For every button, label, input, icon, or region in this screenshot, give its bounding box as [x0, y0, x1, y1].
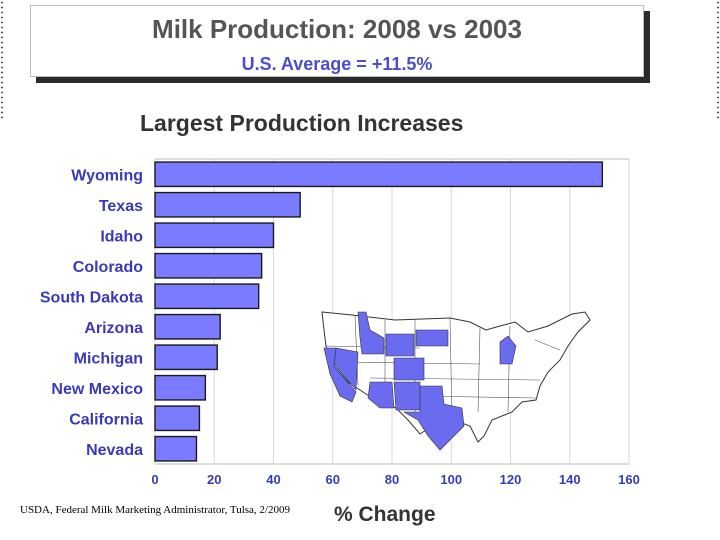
x-tick-labels: 0 20 40 60 80 100 120 140 160: [151, 472, 639, 487]
category-label: South Dakota: [40, 289, 143, 306]
bar-michigan: [154, 344, 218, 371]
map-state-arizona: [367, 381, 395, 409]
category-label: Wyoming: [71, 167, 143, 184]
bar-arizona: [154, 313, 221, 340]
bar-california: [154, 405, 201, 432]
map-state-new-mexico: [393, 381, 421, 411]
bar-south-dakota: [154, 283, 260, 310]
title-box: Milk Production: 2008 vs 2003 U.S. Avera…: [30, 5, 644, 77]
category-labels: Wyoming Texas Idaho Colorado South Dakota Ari…: [40, 167, 143, 459]
category-label: Colorado: [73, 259, 143, 276]
category-label: Nevada: [86, 442, 143, 459]
category-label: Texas: [99, 198, 143, 215]
slide-subtitle: U.S. Average = +11.5%: [241, 54, 433, 74]
bar-texas: [154, 191, 301, 218]
slide-title: Milk Production: 2008 vs 2003: [152, 14, 522, 44]
map-state-california: [323, 347, 357, 403]
x-tick-label: 80: [385, 472, 399, 487]
source-note: USDA, Federal Milk Marketing Administrat…: [20, 504, 290, 516]
slide-edge-right: [716, 0, 720, 120]
us-map-inset: [321, 311, 591, 451]
map-state-idaho: [357, 311, 385, 355]
bar-new-mexico: [154, 374, 207, 401]
x-tick-label: 160: [618, 472, 640, 487]
map-state-colorado: [393, 357, 425, 381]
category-label: Idaho: [100, 228, 143, 245]
bars-layer: [154, 161, 604, 462]
bar-chart: Wyoming Texas Idaho Colorado South Dakota Ari…: [40, 158, 640, 487]
x-tick-label: 120: [500, 472, 522, 487]
x-tick-label: 0: [151, 472, 158, 487]
x-tick-label: 60: [326, 472, 340, 487]
category-label: California: [69, 411, 143, 428]
bar-idaho: [154, 222, 275, 249]
x-tick-label: 100: [440, 472, 462, 487]
category-label: Michigan: [74, 350, 143, 367]
category-label: Arizona: [84, 320, 143, 337]
chart-title: Largest Production Increases: [140, 110, 464, 136]
map-state-wyoming: [385, 333, 415, 357]
bar-wyoming: [154, 161, 604, 188]
map-state-texas: [402, 385, 465, 451]
x-tick-label: 40: [266, 472, 280, 487]
x-tick-label: 140: [559, 472, 581, 487]
bar-nevada: [154, 435, 198, 462]
x-axis-label: % Change: [334, 503, 436, 526]
map-state-south-dakota: [415, 329, 449, 347]
bar-colorado: [154, 252, 263, 279]
us-map-highlighted-states: [323, 311, 517, 451]
x-tick-label: 20: [207, 472, 221, 487]
category-label: New Mexico: [51, 381, 143, 398]
map-state-michigan: [499, 335, 517, 365]
slide-edge-left: [0, 0, 4, 120]
